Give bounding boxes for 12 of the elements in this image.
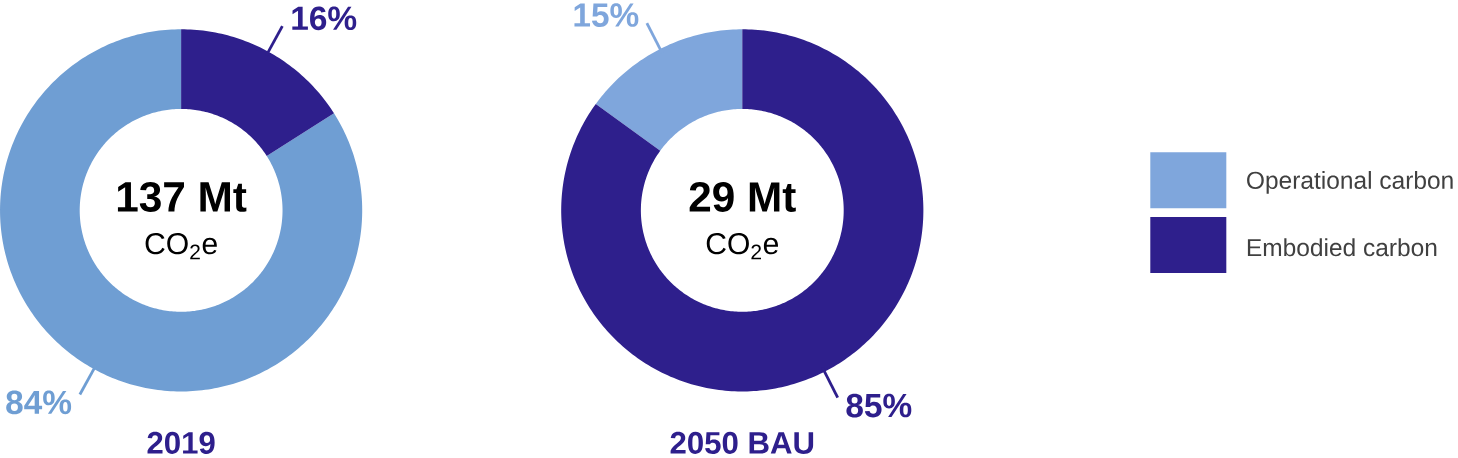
text: 137 Mt xyxy=(117,182,247,213)
legend-label: Embodied carbon xyxy=(1247,238,1437,257)
text: 29 Mt xyxy=(689,182,796,213)
text: 2050 BAU xyxy=(670,432,814,455)
data-label: 15% xyxy=(574,3,639,28)
data-label: 84% xyxy=(6,390,72,415)
data-label: 16% xyxy=(292,6,357,31)
text: CO$_{2}$e xyxy=(706,233,778,260)
text: CO$_{2}$e xyxy=(145,233,217,260)
data-label: 85% xyxy=(846,393,912,418)
text: 2019 xyxy=(147,432,215,455)
legend-label: Operational carbon xyxy=(1247,171,1453,195)
